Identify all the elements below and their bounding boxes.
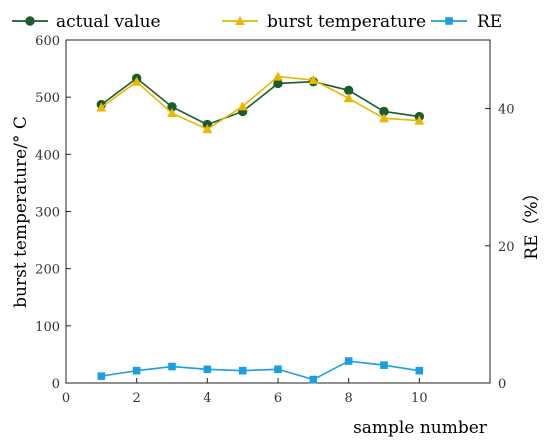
y-tick-label: 300 [35, 206, 60, 221]
y-tick-label: 400 [35, 148, 60, 163]
x-tick-label: 8 [345, 391, 353, 406]
data-point [343, 85, 354, 96]
x-tick-label: 2 [133, 391, 141, 406]
series-actual-value [96, 73, 425, 130]
data-point [343, 93, 354, 103]
data-point [379, 113, 389, 123]
y-tick-label: 500 [35, 91, 60, 106]
y-tick-label: 200 [35, 263, 60, 278]
x-tick-label: 4 [203, 391, 211, 406]
data-point [131, 76, 142, 86]
series-line [100, 77, 420, 126]
series-layer [96, 71, 425, 384]
y2-tick-label: 40 [498, 103, 515, 118]
y-axis-title: burst temperature/° C [11, 116, 31, 308]
data-point [380, 361, 388, 369]
legend-marker [235, 16, 245, 25]
y2-tick-label: 20 [498, 240, 515, 255]
data-point [238, 366, 247, 375]
x-tick-label: 0 [62, 391, 70, 406]
data-point [308, 75, 319, 85]
legend-item: actual value [12, 12, 161, 32]
y-tick-label: 100 [35, 320, 60, 335]
legend-label: burst temperature [267, 12, 426, 32]
data-point [344, 357, 353, 365]
data-point [203, 365, 212, 374]
series-line [100, 75, 420, 131]
legend-marker [25, 16, 35, 26]
data-point [273, 71, 283, 81]
data-point [274, 365, 282, 374]
legend-marker [445, 17, 453, 25]
data-point [97, 372, 106, 380]
y2-axis-title: RE（%） [522, 184, 542, 259]
data-point [309, 375, 318, 384]
x-tick-label: 6 [274, 391, 282, 406]
x-tick-label: 10 [411, 391, 428, 406]
data-point [414, 115, 425, 125]
legend-label: actual value [56, 12, 161, 32]
data-point [132, 366, 141, 375]
data-point [415, 366, 424, 375]
legend-label: RE [477, 12, 502, 32]
x-axis-title: sample number [353, 418, 488, 438]
series-line [101, 360, 420, 381]
y-tick-label: 0 [52, 377, 60, 392]
data-point [167, 108, 177, 118]
y-tick-label: 600 [35, 34, 60, 49]
data-point [202, 124, 213, 134]
data-point [96, 102, 107, 112]
series-burst-temperature [96, 71, 425, 134]
legend: actual value burst temperature RE [12, 12, 502, 32]
data-point [237, 101, 248, 111]
data-point [168, 362, 176, 371]
legend-item: RE [431, 12, 502, 32]
legend-item: burst temperature [222, 12, 426, 32]
y2-tick-label: 0 [498, 377, 506, 392]
series-re [97, 357, 424, 384]
plot-frame [65, 39, 491, 384]
